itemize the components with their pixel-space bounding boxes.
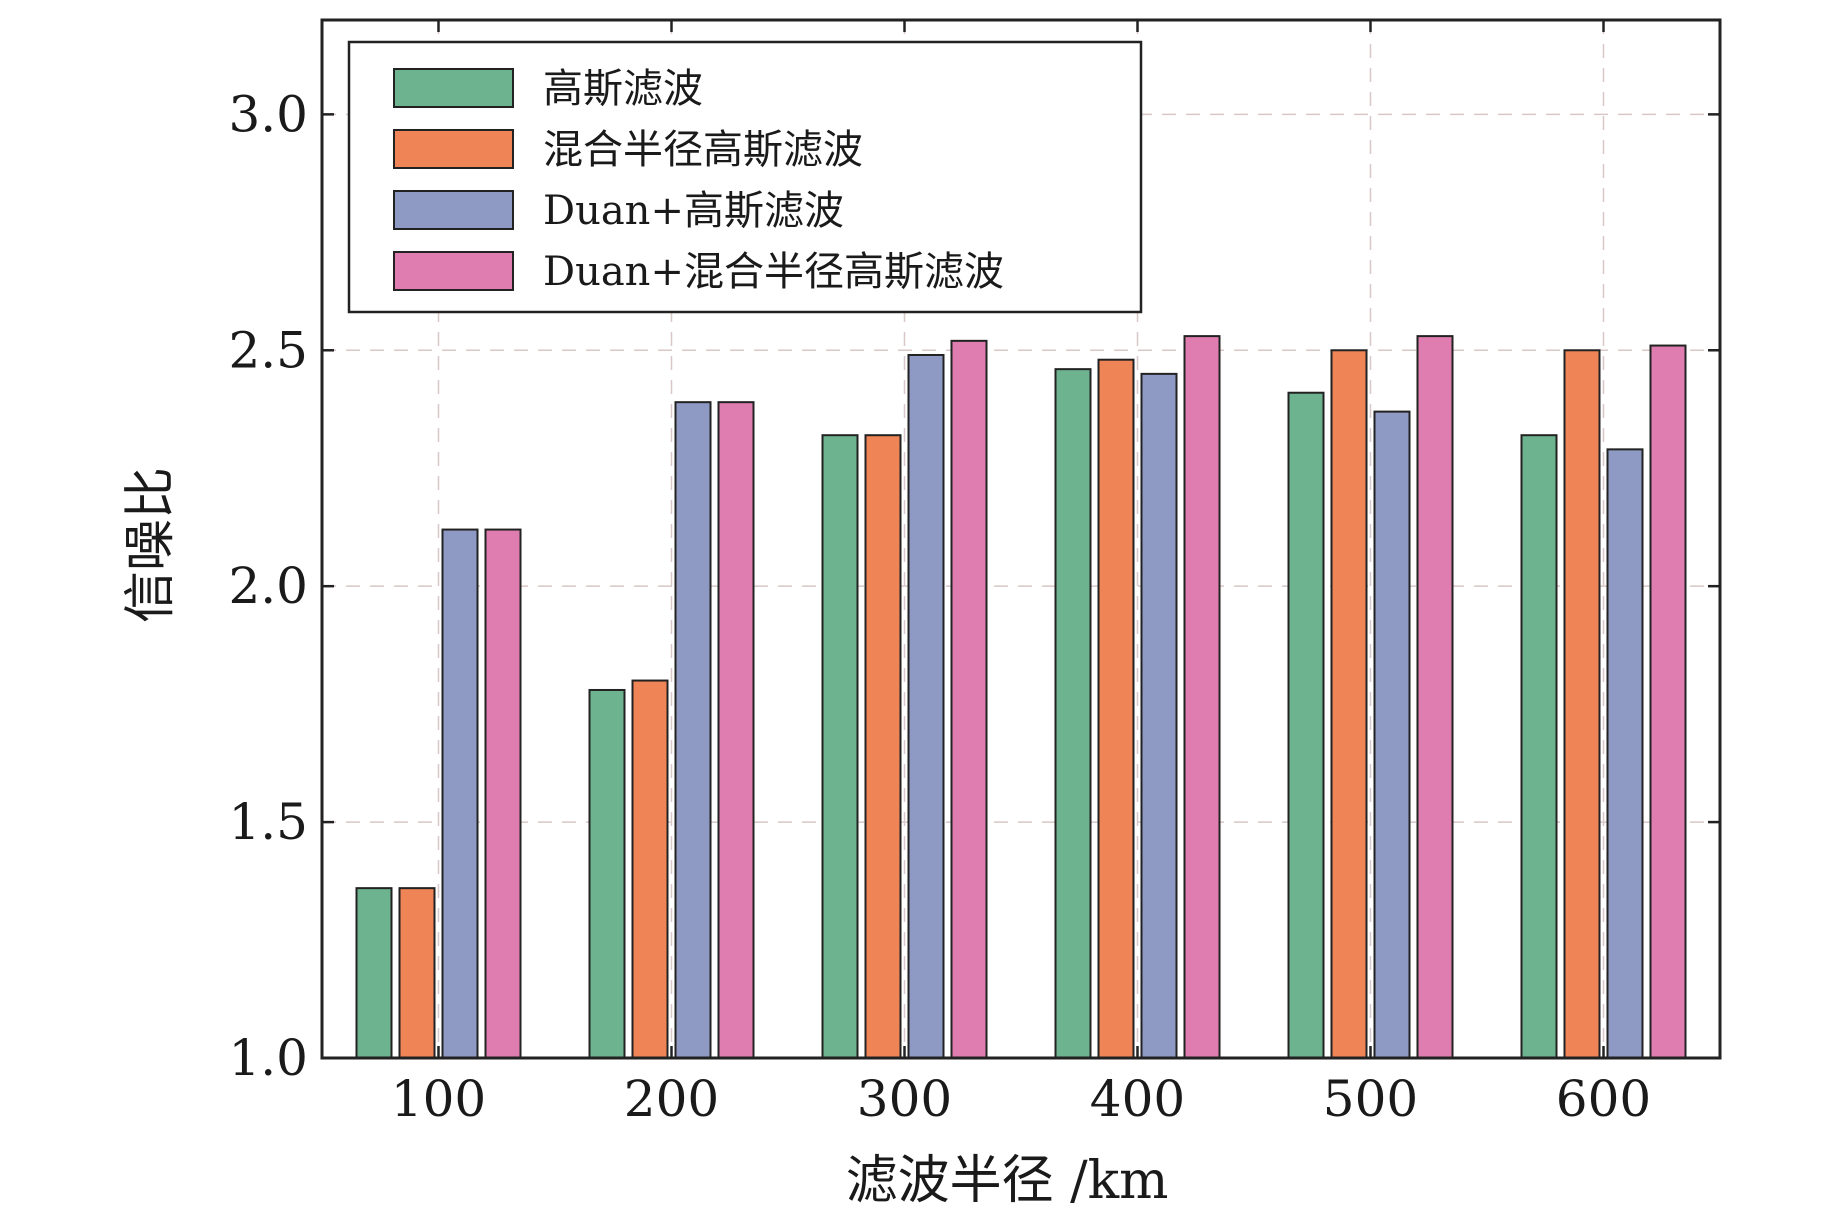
bar: [674, 401, 712, 1059]
y-tick-label: 2.0: [228, 557, 308, 615]
y-tick-label: 1.0: [228, 1029, 308, 1087]
bar: [1520, 434, 1558, 1059]
legend-label: 混合半径高斯滤波: [543, 127, 863, 173]
bar: [1330, 349, 1368, 1060]
bar: [484, 528, 522, 1059]
x-axis-title: 滤波半径 /km: [846, 1151, 1169, 1211]
bar: [864, 434, 902, 1059]
bar: [355, 887, 393, 1059]
bar: [398, 887, 436, 1059]
bar: [1054, 368, 1092, 1059]
y-tick-label: 1.5: [228, 793, 308, 851]
y-tick-label: 2.5: [228, 321, 308, 379]
plot-frame: [320, 18, 1722, 1060]
x-tick-label: 300: [857, 1070, 952, 1128]
bar: [1416, 335, 1454, 1060]
bar: [1140, 372, 1178, 1059]
bar: [950, 339, 988, 1059]
bar: [907, 353, 945, 1059]
bar: [717, 401, 755, 1059]
legend-swatch: [393, 129, 514, 169]
y-axis-title: 信噪比: [121, 467, 181, 623]
ticks: [322, 20, 1720, 1060]
bar: [821, 434, 859, 1059]
x-tick-label: 600: [1556, 1070, 1651, 1128]
bar: [441, 528, 479, 1059]
x-tick-label: 500: [1323, 1070, 1418, 1128]
legend-label: Duan+混合半径高斯滤波: [543, 249, 1004, 295]
bar: [1097, 358, 1135, 1059]
tick-labels: 1.0 1.5 2.0 2.5 3.0 100 200 300 400 500 600: [228, 85, 1651, 1128]
bar: [1287, 391, 1325, 1059]
legend-label: 高斯滤波: [543, 66, 703, 112]
legend-swatch: [393, 68, 514, 108]
bar: [1373, 410, 1411, 1060]
bar: [1649, 344, 1687, 1059]
legend-swatch: [393, 190, 514, 230]
legend-swatch: [393, 251, 514, 291]
y-tick-label: 3.0: [228, 85, 308, 143]
bar: [588, 688, 626, 1059]
bar: [1563, 349, 1601, 1060]
bar: [1183, 335, 1221, 1060]
x-tick-label: 200: [624, 1070, 719, 1128]
bars: [355, 335, 1687, 1060]
x-tick-label: 400: [1090, 1070, 1185, 1128]
bar: [1606, 448, 1644, 1059]
x-tick-label: 100: [391, 1070, 486, 1128]
legend-label: Duan+高斯滤波: [543, 188, 844, 234]
bar: [631, 679, 669, 1060]
